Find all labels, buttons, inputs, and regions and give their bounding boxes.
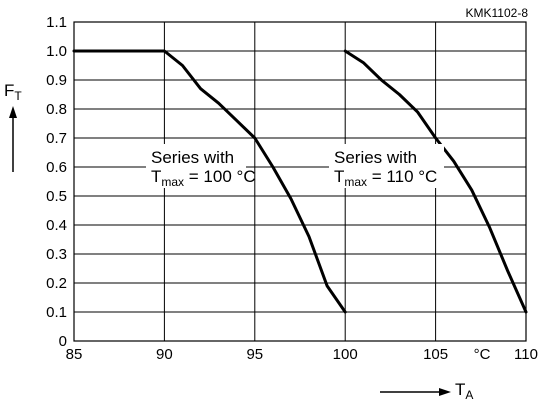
y-tick-label: 0.9 — [46, 72, 67, 89]
annotation-series-100: Series with Tmax = 100 °C — [146, 144, 256, 189]
y-tick-label: 0.8 — [46, 101, 67, 118]
y-tick-label: 0.5 — [46, 188, 67, 205]
y-tick-label: 0.6 — [46, 159, 67, 176]
x-tick-label: 90 — [156, 346, 173, 363]
annotation-series-110: Series with Tmax = 110 °C — [329, 144, 444, 189]
x-tick-label: 110 — [514, 346, 538, 363]
y-tick-label: 0.4 — [46, 217, 67, 234]
code-label: KMK1102-8 — [466, 6, 529, 20]
y-tick-label: 0.2 — [46, 275, 67, 292]
y-tick-label: 0 — [59, 333, 67, 350]
svg-text:Series with: Series with — [151, 148, 234, 167]
y-axis-arrow — [9, 106, 17, 172]
y-tick-label: 0.7 — [46, 130, 67, 147]
tick-labels: 0 0.1 0.2 0.3 0.4 0.5 0.6 0.7 0.8 0.9 1.0 1.1 85 90 95… — [46, 14, 538, 363]
x-tick-label: 100 — [333, 346, 358, 363]
y-tick-label: 1.0 — [46, 43, 67, 60]
svg-text:Tmax = 100 °C: Tmax = 100 °C — [151, 167, 256, 189]
y-axis-label: FT — [4, 81, 22, 103]
svg-text:Tmax = 110 °C: Tmax = 110 °C — [334, 167, 437, 189]
y-tick-label: 0.1 — [46, 304, 67, 321]
y-tick-label: 0.3 — [46, 246, 67, 263]
x-axis-arrow — [380, 388, 451, 396]
x-axis-label: TA — [455, 380, 473, 402]
curves — [72, 49, 528, 314]
plot-frame — [73, 21, 527, 342]
x-unit-label: °C — [474, 346, 491, 363]
x-tick-label: 95 — [246, 346, 263, 363]
x-tick-label: 85 — [66, 346, 83, 363]
x-tick-label: 105 — [423, 346, 448, 363]
y-tick-label: 1.1 — [46, 14, 67, 31]
svg-text:Series with: Series with — [334, 148, 417, 167]
grid — [73, 21, 527, 342]
series-line-2 — [343, 49, 528, 314]
series-line-1 — [72, 49, 347, 314]
